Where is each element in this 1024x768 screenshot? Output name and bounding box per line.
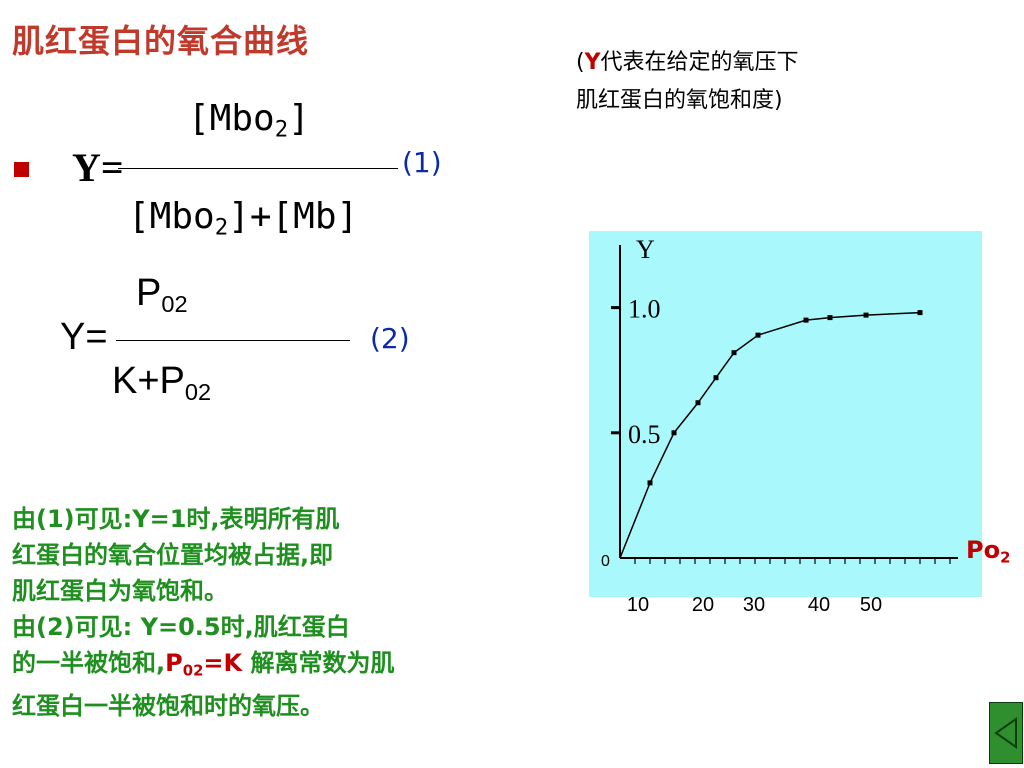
y-definition-note: (Y代表在给定的氧压下 肌红蛋白的氧饱和度) — [576, 44, 799, 120]
x-tick-label: 30 — [743, 594, 765, 616]
previous-slide-button[interactable] — [989, 702, 1023, 764]
data-point — [713, 375, 719, 381]
y-tick-label: 0.5 — [628, 420, 661, 449]
formula1-lhs: Y= — [72, 145, 124, 190]
formula1-number: (1) — [402, 146, 442, 179]
formula1-numerator: [Mbo2] — [188, 98, 310, 143]
triangle-left-icon — [994, 717, 1017, 749]
explanation-line-1: 由(1)可见:Y=1时,表明所有肌 — [12, 505, 340, 533]
data-point — [755, 332, 761, 338]
saturation-curve — [619, 311, 921, 559]
formula1-denominator: [Mbo2]+[Mb] — [128, 196, 359, 241]
explanation-line-2: 红蛋白的氧合位置均被占据,即 — [12, 541, 334, 569]
formula2-denominator: K+P02 — [112, 360, 212, 406]
bullet-square-icon — [14, 162, 29, 177]
origin-label: 0 — [601, 553, 610, 570]
formula2-lhs: Y= — [60, 316, 108, 358]
formula2-numerator: P02 — [136, 272, 188, 318]
note-line1-text: 代表在给定的氧压下 — [600, 50, 799, 75]
chart-background — [589, 231, 982, 597]
y-tick-label: 1.0 — [628, 295, 661, 324]
data-point — [671, 430, 677, 436]
data-point — [695, 400, 701, 406]
x-axis-label: Po2 — [966, 536, 1011, 567]
y-axis-label: Y — [636, 235, 655, 264]
data-point — [803, 317, 809, 323]
data-point — [731, 350, 737, 356]
x-tick-label: 40 — [808, 594, 830, 616]
explanation-line-5: 的一半被饱和,P02=K 解离常数为肌 — [12, 649, 395, 680]
data-point — [647, 480, 653, 486]
formula2-numerator-subscript: 02 — [161, 291, 188, 318]
data-point — [863, 312, 869, 318]
formula1-fraction-bar — [118, 168, 398, 169]
x-tick-label: 50 — [860, 594, 882, 616]
formula1-numerator-subscript: 2 — [274, 116, 289, 143]
note-y-symbol: Y — [584, 50, 601, 75]
formula2-number: (2) — [370, 322, 410, 355]
formula1-denominator-subscript: 2 — [214, 214, 229, 241]
note-open-paren: ( — [576, 50, 585, 75]
x-tick-label: 20 — [692, 594, 714, 616]
explanation-line-6: 红蛋白一半被饱和时的氧压。 — [12, 692, 324, 721]
explanation-text: 由(1)可见:Y=1时,表明所有肌 红蛋白的氧合位置均被占据,即 肌红蛋白为氧饱… — [12, 501, 395, 724]
data-point — [827, 315, 833, 321]
explanation-line-4: 由(2)可见: Y=0.5时,肌红蛋白 — [12, 613, 350, 641]
formula2-fraction-bar — [116, 340, 350, 341]
page-title: 肌红蛋白的氧合曲线 — [12, 22, 310, 60]
formula2-denominator-subscript: 02 — [184, 379, 212, 406]
x-axis-label-subscript: 2 — [1000, 548, 1011, 567]
note-line2-text: 肌红蛋白的氧饱和度) — [576, 88, 783, 113]
explanation-line-3: 肌红蛋白为氧饱和。 — [12, 577, 228, 605]
x-tick-label: 10 — [627, 594, 649, 616]
data-point — [917, 310, 923, 316]
